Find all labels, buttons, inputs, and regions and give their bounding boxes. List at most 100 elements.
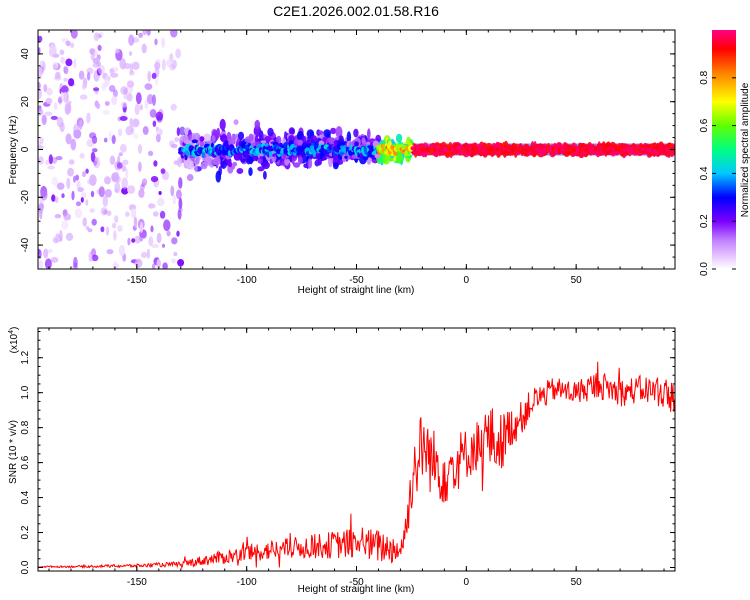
heatmap-cell <box>144 83 153 90</box>
y-tick-label: 0.4 <box>20 490 31 504</box>
heatmap-cell <box>111 222 117 229</box>
heatmap-cell <box>146 248 151 259</box>
heatmap-cell <box>71 190 75 201</box>
heatmap-cell <box>118 244 126 257</box>
heatmap-cell <box>47 165 56 170</box>
heatmap-cell <box>113 230 117 241</box>
heatmap-cell <box>234 133 239 140</box>
heatmap-cell <box>45 97 53 105</box>
heatmap-cell <box>93 32 100 42</box>
heatmap-cell <box>75 174 79 181</box>
heatmap-cell <box>67 102 72 114</box>
heatmap-core-cell <box>328 144 332 151</box>
heatmap-cell <box>85 199 89 206</box>
heatmap-cell <box>253 125 262 137</box>
heatmap-cell <box>43 248 49 259</box>
heatmap-cell <box>70 42 75 48</box>
heatmap-cell <box>109 85 116 92</box>
heatmap-cell <box>134 235 141 244</box>
heatmap-x-ticks: -150 -100 -50 0 50 <box>48 30 665 286</box>
y-tick-label: 1.0 <box>20 385 31 399</box>
heatmap-cell <box>307 158 313 169</box>
heatmap-cell <box>129 62 134 75</box>
heatmap-cell <box>353 128 359 138</box>
heatmap-cell <box>63 91 68 104</box>
y-tick-label: -40 <box>20 237 31 252</box>
heatmap-cell <box>149 109 157 118</box>
heatmap-cell <box>63 77 69 82</box>
heatmap-cell <box>38 203 44 214</box>
heatmap-y-ticks: -40 -20 0 20 40 <box>20 29 675 270</box>
heatmap-cell <box>63 213 72 221</box>
heatmap-cell <box>79 94 88 100</box>
heatmap-cell <box>38 156 44 165</box>
heatmap-cell <box>244 136 253 145</box>
heatmap-cell <box>110 72 119 78</box>
heatmap-cell <box>155 111 164 121</box>
heatmap-cell <box>121 187 129 195</box>
snr-series-line <box>38 361 675 570</box>
heatmap-cell <box>117 128 123 137</box>
heatmap-cell <box>284 131 288 140</box>
heatmap-cell <box>63 66 69 75</box>
heatmap-cell <box>119 143 127 153</box>
heatmap-cell <box>161 58 166 71</box>
heatmap-core-cell <box>260 140 267 144</box>
heatmap-cell <box>288 127 295 135</box>
y-tick-label: 0.2 <box>20 525 31 539</box>
heatmap-core-cell <box>210 142 214 148</box>
x-tick-label: -100 <box>237 577 257 588</box>
heatmap-cell <box>213 156 221 166</box>
heatmap-cell <box>54 214 62 219</box>
heatmap-cell <box>82 217 87 227</box>
heatmap-x-label: Height of straight line (km) <box>298 285 415 296</box>
heatmap-cell <box>152 94 156 106</box>
heatmap-cell <box>102 195 109 207</box>
heatmap-cell <box>176 230 180 237</box>
heatmap-cell <box>178 197 183 210</box>
heatmap-cell <box>158 191 162 195</box>
heatmap-cell <box>140 251 148 258</box>
heatmap-cell <box>169 53 174 62</box>
heatmap-cell <box>121 165 127 172</box>
heatmap-cell <box>88 251 94 262</box>
heatmap-cell <box>121 177 128 190</box>
heatmap-cell <box>262 161 270 170</box>
heatmap-cell <box>194 163 198 173</box>
heatmap-cell <box>128 51 133 56</box>
heatmap-cell <box>279 161 284 166</box>
heatmap-cell <box>104 75 111 87</box>
heatmap-cell <box>151 72 157 79</box>
heatmap-cell <box>100 226 105 233</box>
heatmap-cell <box>131 238 136 243</box>
heatmap-cell <box>85 168 89 174</box>
heatmap-cell <box>49 43 57 55</box>
x-tick-label: -50 <box>349 577 364 588</box>
heatmap-cell <box>161 243 166 248</box>
heatmap-cell <box>335 126 343 138</box>
heatmap-cell <box>176 189 182 200</box>
heatmap-cell <box>73 256 78 268</box>
heatmap-cell <box>166 230 171 237</box>
heatmap-cell <box>106 226 109 236</box>
heatmap-cell <box>38 47 41 55</box>
heatmap-cell <box>75 201 82 207</box>
heatmap-cell <box>39 137 44 145</box>
heatmap-cell <box>211 135 216 143</box>
heatmap-cell <box>175 48 182 59</box>
heatmap-cell <box>330 127 337 135</box>
heatmap-cell <box>152 120 157 127</box>
heatmap-cell <box>150 176 159 183</box>
heatmap-cell <box>147 70 151 82</box>
snr-x-label: Height of straight line (km) <box>298 584 415 595</box>
heatmap-cell <box>156 259 161 268</box>
heatmap-cell <box>55 156 63 161</box>
heatmap-cell <box>54 196 59 204</box>
heatmap-core-cell <box>199 136 205 142</box>
heatmap-cell <box>284 157 290 166</box>
colorbar-tick-label: 0.8 <box>699 70 710 84</box>
colorbar-tick-label: 0.4 <box>699 166 710 180</box>
heatmap-cell <box>233 119 239 125</box>
heatmap-cell <box>109 68 115 74</box>
